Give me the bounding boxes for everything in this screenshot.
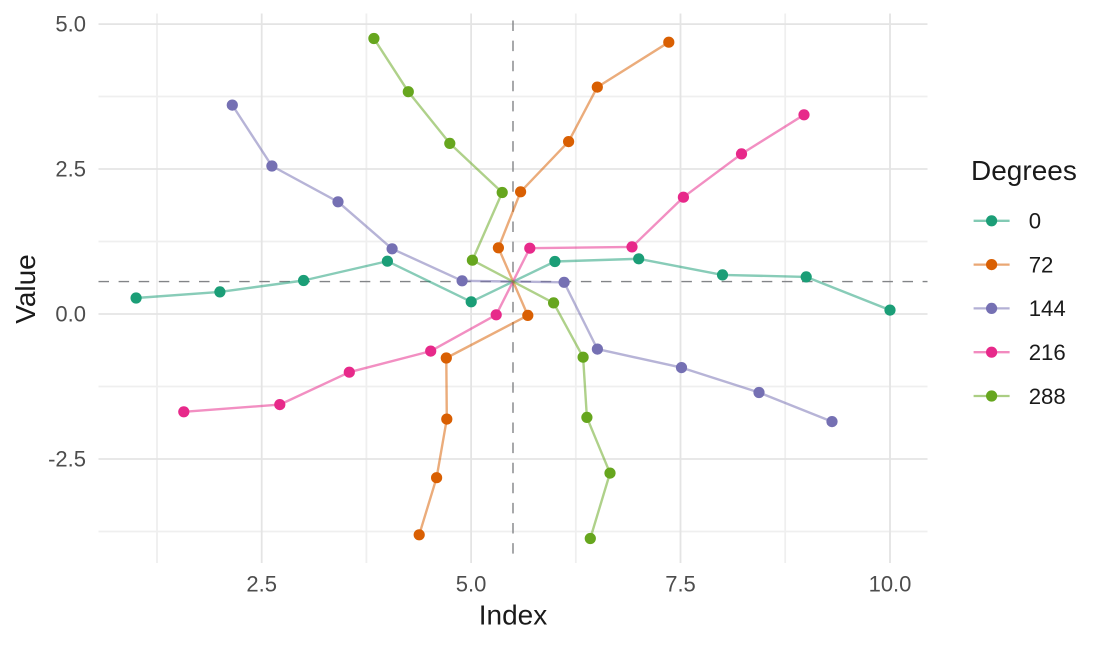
svg-text:0: 0: [1029, 209, 1041, 234]
svg-text:5.0: 5.0: [456, 572, 487, 597]
svg-text:Value: Value: [10, 254, 41, 324]
svg-text:7.5: 7.5: [665, 572, 696, 597]
svg-text:Index: Index: [479, 600, 548, 631]
svg-text:5.0: 5.0: [55, 12, 86, 37]
svg-text:72: 72: [1029, 252, 1054, 277]
svg-text:144: 144: [1029, 296, 1066, 321]
svg-text:0.0: 0.0: [55, 302, 86, 327]
svg-text:2.5: 2.5: [246, 572, 277, 597]
svg-text:Degrees: Degrees: [971, 155, 1077, 186]
svg-text:216: 216: [1029, 340, 1066, 365]
svg-text:2.5: 2.5: [55, 157, 86, 182]
svg-text:288: 288: [1029, 384, 1066, 409]
svg-text:10.0: 10.0: [869, 572, 912, 597]
svg-text:-2.5: -2.5: [48, 447, 86, 472]
